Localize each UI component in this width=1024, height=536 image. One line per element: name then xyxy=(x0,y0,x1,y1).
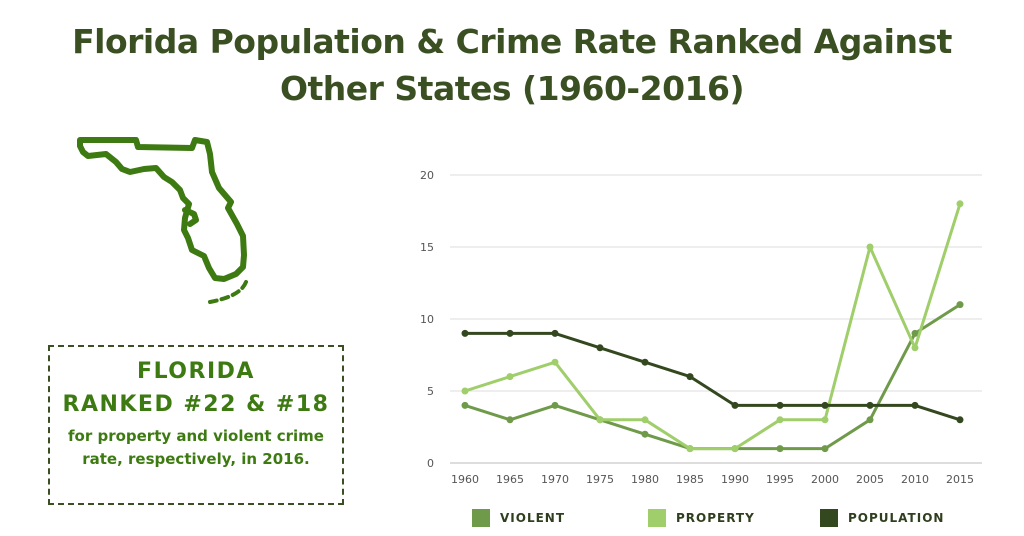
x-tick-label-1995: 1995 xyxy=(766,473,794,486)
legend-label-violent: VIOLENT xyxy=(500,511,566,525)
line-chart: 0 5 10 15 20 1960 1965 1970 1975 1980 1985 1990 1995… xyxy=(410,160,1000,494)
x-tick-label-1965: 1965 xyxy=(496,473,524,486)
legend-item-violent: VIOLENT xyxy=(472,508,565,528)
data-point-property-2000 xyxy=(821,416,829,424)
data-point-violent-2010 xyxy=(911,329,919,337)
y-tick-label-5: 5 xyxy=(427,385,434,398)
x-tick-label-1990: 1990 xyxy=(721,473,749,486)
title-line-1: Florida Population & Crime Rate Ranked A… xyxy=(72,22,952,61)
ranking-callout: FLORIDA RANKED #22 & #18 for property an… xyxy=(48,345,344,505)
data-point-property-1985 xyxy=(686,445,694,453)
x-tick-label-1985: 1985 xyxy=(676,473,704,486)
y-tick-label-0: 0 xyxy=(427,457,434,470)
legend-swatch-property xyxy=(648,509,666,527)
page-title: Florida Population & Crime Rate Ranked A… xyxy=(0,18,1024,112)
data-point-property-1970 xyxy=(551,358,559,366)
data-point-violent-1970 xyxy=(551,401,559,409)
data-point-property-1990 xyxy=(731,445,739,453)
data-point-property-1975 xyxy=(596,416,604,424)
data-point-population-1975 xyxy=(596,344,604,352)
data-point-population-1965 xyxy=(506,329,514,337)
data-point-violent-2000 xyxy=(821,445,829,453)
series-line-property xyxy=(463,202,962,451)
data-point-violent-2015 xyxy=(956,301,964,309)
title-line-2: Other States (1960-2016) xyxy=(279,69,745,108)
callout-description: for property and violent crime rate, res… xyxy=(68,427,324,468)
data-point-property-2005 xyxy=(866,243,874,251)
data-point-population-1960 xyxy=(461,329,469,337)
data-point-population-1970 xyxy=(551,329,559,337)
legend-item-property: PROPERTY xyxy=(648,508,755,528)
legend-label-population: POPULATION xyxy=(848,511,945,525)
x-tick-label-1975: 1975 xyxy=(586,473,614,486)
legend-swatch-population xyxy=(820,509,838,527)
x-tick-label-1980: 1980 xyxy=(631,473,659,486)
y-tick-label-20: 20 xyxy=(420,169,434,182)
x-tick-label-1970: 1970 xyxy=(541,473,569,486)
florida-map-icon xyxy=(68,132,268,310)
x-tick-label-2010: 2010 xyxy=(901,473,929,486)
y-tick-label-10: 10 xyxy=(420,313,434,326)
data-point-population-1980 xyxy=(641,358,649,366)
y-tick-label-15: 15 xyxy=(420,241,434,254)
data-point-population-2015 xyxy=(956,416,964,424)
series-line-violent xyxy=(463,303,962,451)
callout-state: FLORIDA xyxy=(137,359,255,384)
data-point-population-1995 xyxy=(776,401,784,409)
chart-svg: 0 5 10 15 20 1960 1965 1970 1975 1980 1985 1990 1995… xyxy=(420,169,982,486)
data-point-property-2015 xyxy=(956,200,964,208)
x-tick-label-2015: 2015 xyxy=(946,473,974,486)
data-point-population-1985 xyxy=(686,373,694,381)
data-point-violent-1980 xyxy=(641,430,649,438)
legend-item-population: POPULATION xyxy=(820,508,944,528)
data-point-population-2010 xyxy=(911,401,919,409)
data-point-population-2000 xyxy=(821,401,829,409)
data-point-property-1995 xyxy=(776,416,784,424)
data-point-property-2010 xyxy=(911,344,919,352)
legend-label-property: PROPERTY xyxy=(676,511,755,525)
x-tick-label-2005: 2005 xyxy=(856,473,884,486)
callout-ranking: RANKED #22 & #18 xyxy=(62,392,330,417)
data-point-property-1960 xyxy=(461,387,469,395)
x-tick-label-2000: 2000 xyxy=(811,473,839,486)
data-point-violent-2005 xyxy=(866,416,874,424)
chart-legend: VIOLENT PROPERTY POPULATION xyxy=(472,508,992,528)
data-point-violent-1995 xyxy=(776,445,784,453)
data-point-violent-1965 xyxy=(506,416,514,424)
x-tick-label-1960: 1960 xyxy=(451,473,479,486)
data-point-property-1980 xyxy=(641,416,649,424)
data-point-population-2005 xyxy=(866,401,874,409)
legend-swatch-violent xyxy=(472,509,490,527)
series-line-population xyxy=(463,331,962,422)
data-point-violent-1960 xyxy=(461,401,469,409)
data-point-property-1965 xyxy=(506,373,514,381)
data-point-population-1990 xyxy=(731,401,739,409)
